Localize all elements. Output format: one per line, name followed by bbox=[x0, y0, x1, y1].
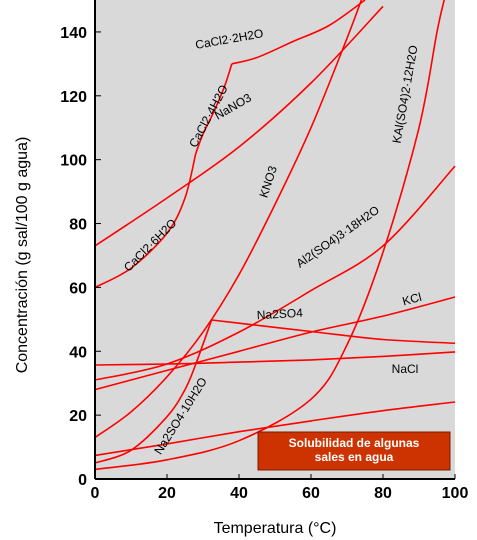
series-line-9 bbox=[211, 319, 456, 345]
curve-label-9: NaCl bbox=[392, 362, 419, 376]
series-line-0 bbox=[94, 153, 197, 289]
y-tick-label: 20 bbox=[69, 408, 87, 425]
x-axis-label: Temperatura (°C) bbox=[214, 520, 337, 537]
plot-area bbox=[95, 0, 455, 479]
series-line-3 bbox=[94, 5, 384, 247]
curve-label-8: Na2SO4 bbox=[256, 306, 303, 322]
y-tick-label: 0 bbox=[78, 472, 87, 489]
x-tick-label: 40 bbox=[230, 485, 248, 502]
series-line-5 bbox=[94, 0, 445, 471]
x-tick-label: 80 bbox=[374, 485, 392, 502]
x-tick-label: 20 bbox=[158, 485, 176, 502]
series-line-8 bbox=[94, 351, 456, 366]
curve-label-7: KCl bbox=[401, 290, 423, 309]
y-tick-label: 40 bbox=[69, 344, 87, 361]
y-tick-label: 140 bbox=[60, 25, 87, 42]
curves-group bbox=[94, 0, 456, 471]
x-tick-label: 0 bbox=[91, 485, 100, 502]
legend-box-bg bbox=[257, 431, 451, 471]
x-tick-label: 100 bbox=[442, 485, 469, 502]
y-tick-label: 100 bbox=[60, 153, 87, 170]
series-line-2 bbox=[231, 0, 366, 65]
series-line-4 bbox=[94, 0, 363, 439]
axes-group: 0 20 40 60 80 100 0 20 40 60 80 100 120 140 bbox=[60, 0, 468, 502]
series-line-10 bbox=[94, 319, 213, 464]
series-line-1 bbox=[195, 63, 233, 154]
y-tick-label: 120 bbox=[60, 89, 87, 106]
legend-text-line: sales en agua bbox=[315, 450, 394, 464]
series-line-7 bbox=[94, 296, 456, 391]
y-tick-label: 60 bbox=[69, 280, 87, 297]
y-tick-label: 80 bbox=[69, 217, 87, 234]
legend-text-line: Solubilidad de algunas bbox=[289, 436, 420, 450]
x-tick-label: 60 bbox=[302, 485, 320, 502]
series-line-11 bbox=[94, 401, 456, 457]
y-axis-label: Concentración (g sal/100 g agua) bbox=[14, 137, 31, 374]
